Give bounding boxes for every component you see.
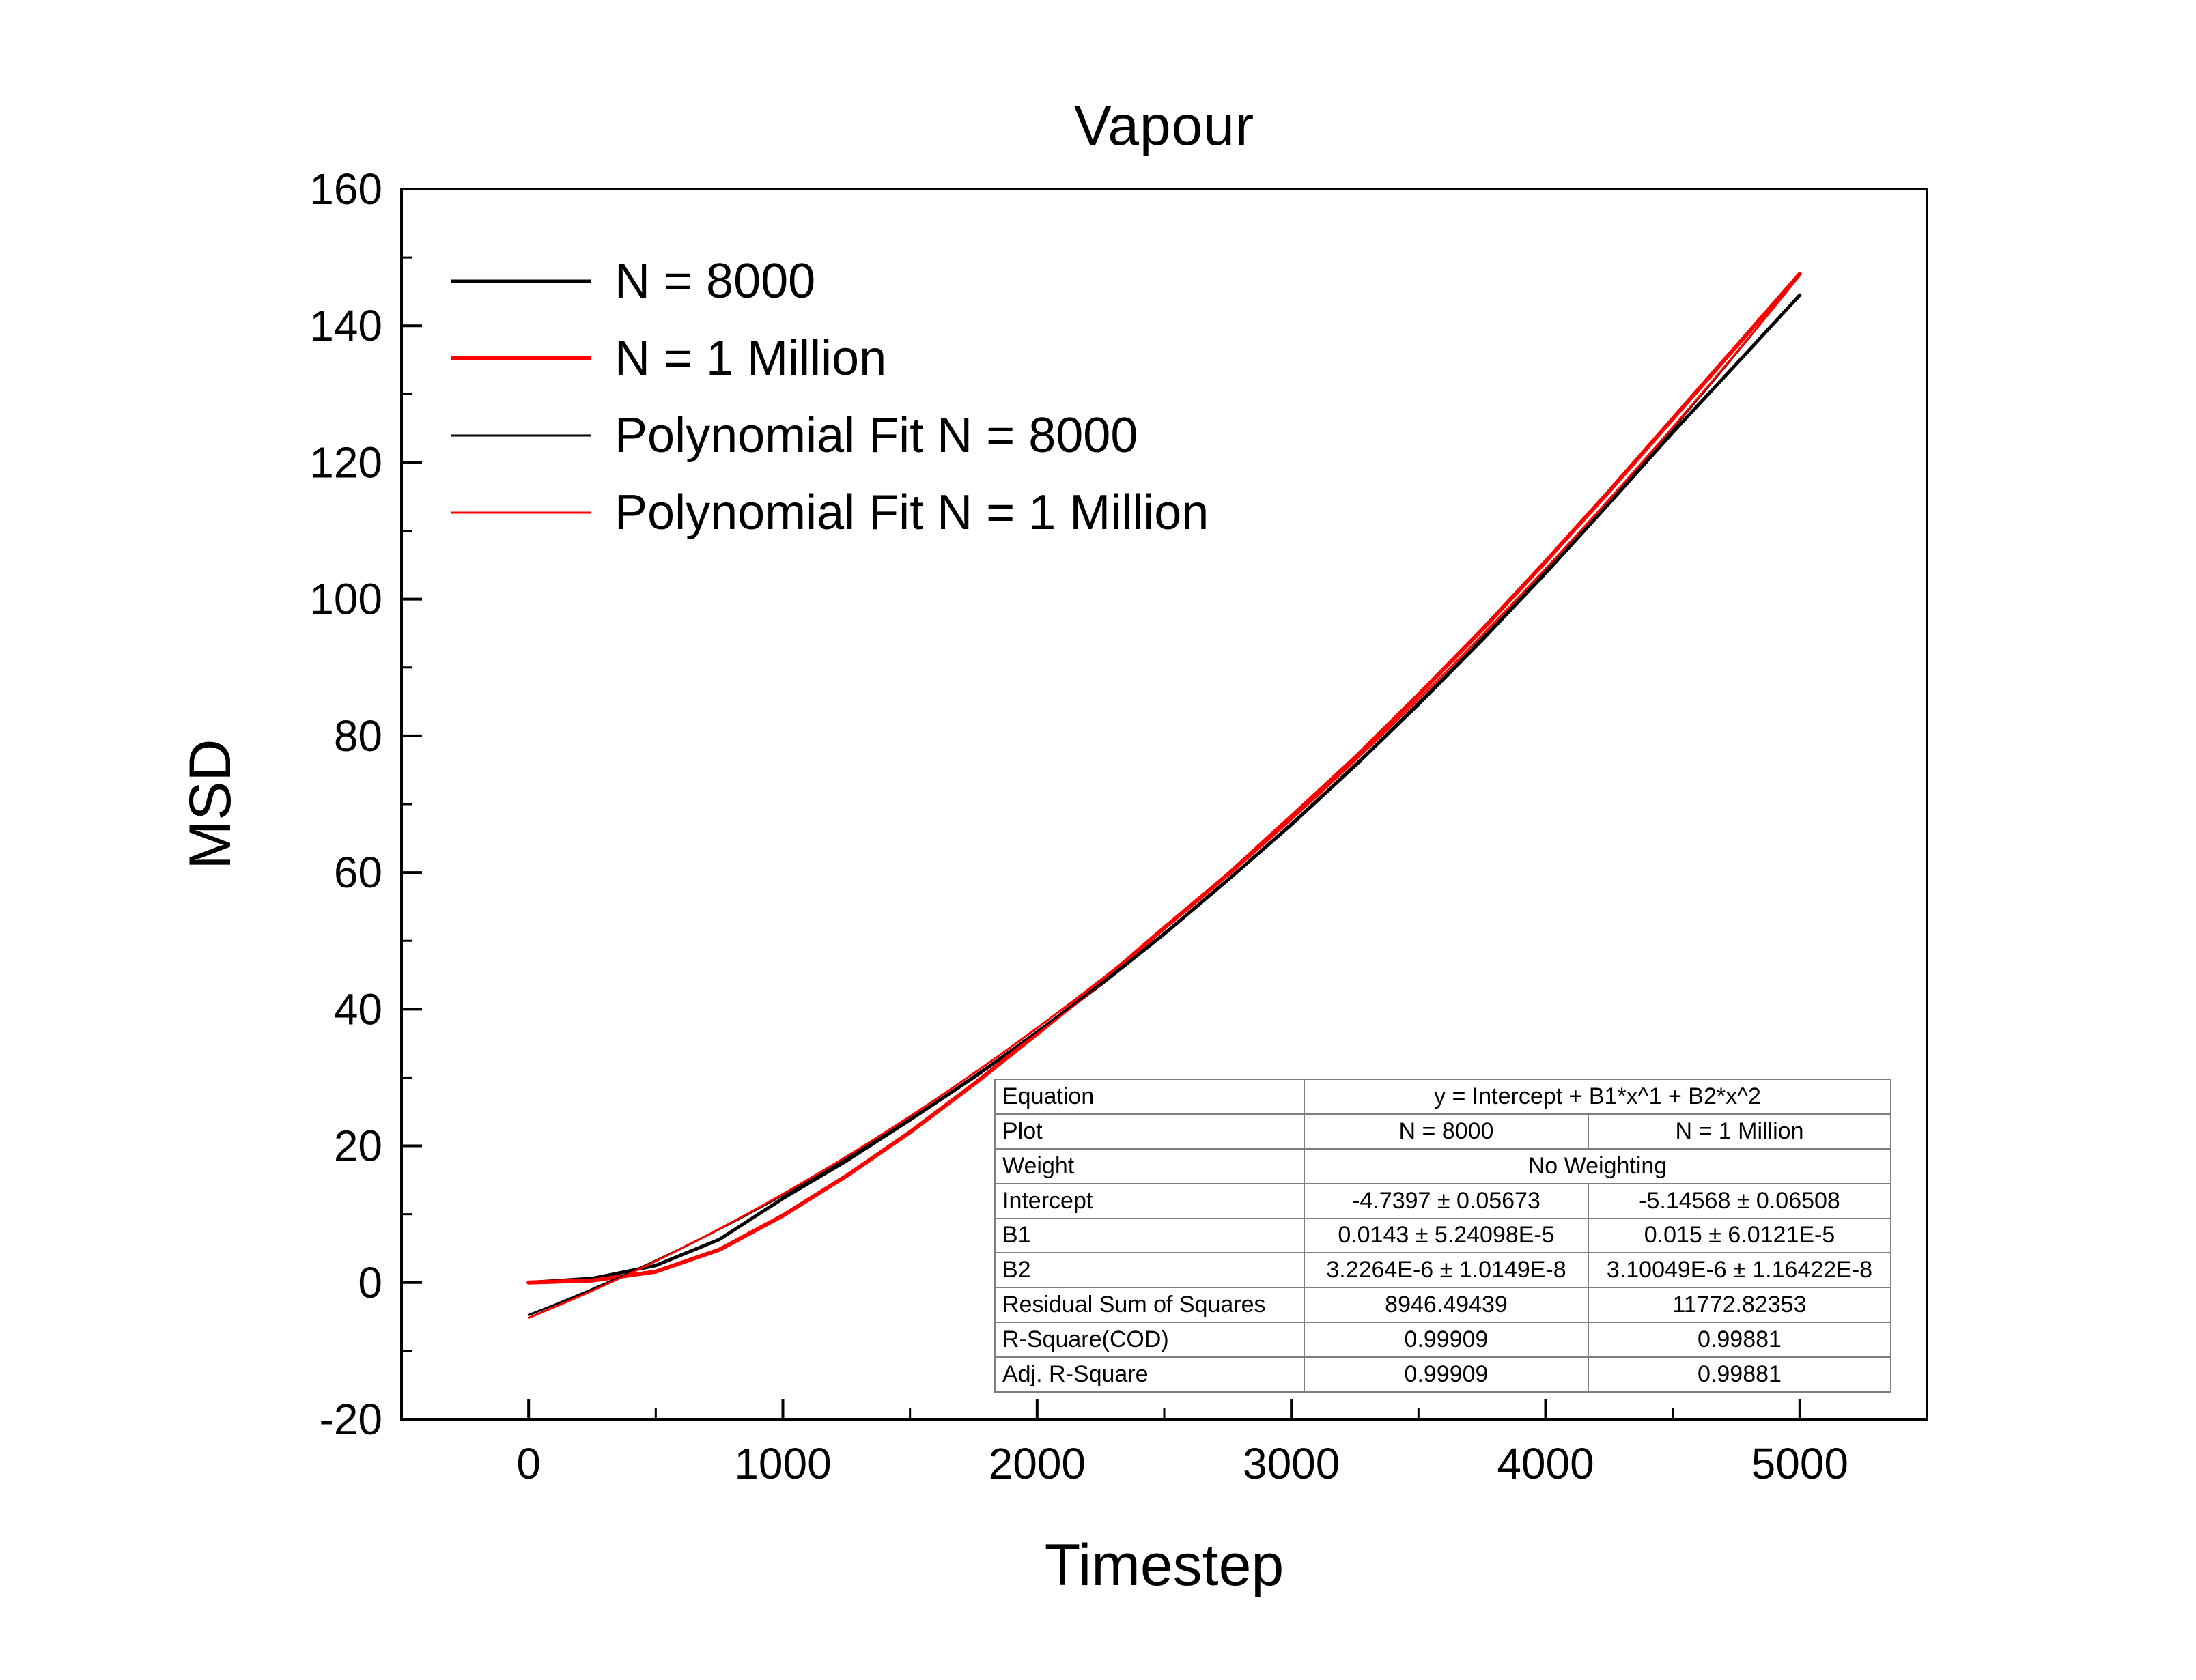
fit-table-row-equation: Equation y = Intercept + B1*x^1 + B2*x^2 xyxy=(994,1079,1891,1115)
chart-title: Vapour xyxy=(1073,95,1255,157)
series-line-polynomial-fit-n-1-million xyxy=(527,274,1801,1319)
fit-table-label: Equation xyxy=(994,1079,1305,1115)
y-tick-label: 160 xyxy=(309,165,382,214)
x-tick-label: 0 xyxy=(516,1439,541,1488)
y-tick-label: 60 xyxy=(334,848,382,897)
fit-table-value: 0.015 ± 6.0121E-5 xyxy=(1588,1217,1891,1254)
fit-table-value: N = 8000 xyxy=(1304,1113,1589,1150)
fit-table-row-b1: B1 0.0143 ± 5.24098E-5 0.015 ± 6.0121E-5 xyxy=(994,1217,1891,1254)
fit-table-value: 0.99909 xyxy=(1304,1322,1589,1358)
fit-table-label: Weight xyxy=(994,1148,1305,1184)
y-tick-label: 20 xyxy=(334,1122,382,1171)
x-tick-label: 4000 xyxy=(1497,1439,1594,1488)
x-tick-label: 2000 xyxy=(989,1439,1086,1488)
fit-table-value: 3.2264E-6 ± 1.0149E-8 xyxy=(1304,1252,1589,1289)
legend-label-n-8000: N = 8000 xyxy=(615,254,815,309)
fit-table-value: No Weighting xyxy=(1304,1148,1891,1184)
x-tick-label: 3000 xyxy=(1243,1439,1340,1488)
y-tick-label: 120 xyxy=(309,438,382,487)
fit-table-value: -4.7397 ± 0.05673 xyxy=(1304,1182,1589,1219)
fit-table-row-b2: B2 3.2264E-6 ± 1.0149E-8 3.10049E-6 ± 1.16… xyxy=(994,1252,1891,1289)
fit-table-value: 8946.49439 xyxy=(1304,1287,1589,1324)
fit-table-row-r-square-cod: R-Square(COD) 0.99909 0.99881 xyxy=(994,1322,1891,1358)
fit-table-label: Adj. R-Square xyxy=(994,1356,1305,1393)
fit-table-label: Intercept xyxy=(994,1182,1305,1219)
fit-table-row-residual-sum-of-squares: Residual Sum of Squares 8946.49439 11772.8… xyxy=(994,1287,1891,1324)
x-tick-label: 5000 xyxy=(1751,1439,1848,1488)
legend-label-polynomial-fit-n-8000: Polynomial Fit N = 8000 xyxy=(615,408,1138,463)
legend-label-n-1-million: N = 1 Million xyxy=(615,331,886,386)
fit-table-row-adj-r-square: Adj. R-Square 0.99909 0.99881 xyxy=(994,1356,1891,1393)
y-axis-label: MSD xyxy=(178,739,243,870)
fit-table-value: N = 1 Million xyxy=(1588,1113,1891,1150)
fit-table-value: 0.99909 xyxy=(1304,1356,1589,1393)
fit-table: Equation y = Intercept + B1*x^1 + B2*x^2 P… xyxy=(994,1079,1891,1393)
y-tick-label: -20 xyxy=(320,1395,383,1444)
fit-table-label: B1 xyxy=(994,1217,1305,1254)
fit-table-row-plot: Plot N = 8000 N = 1 Million xyxy=(994,1113,1891,1150)
y-tick-label: 100 xyxy=(309,575,382,624)
fit-table-value: 11772.82353 xyxy=(1588,1287,1891,1324)
fit-table-value: 0.99881 xyxy=(1588,1322,1891,1358)
fit-table-value: y = Intercept + B1*x^1 + B2*x^2 xyxy=(1304,1079,1891,1115)
legend-label-polynomial-fit-n-1-million: Polynomial Fit N = 1 Million xyxy=(615,485,1209,540)
fit-table-label: B2 xyxy=(994,1252,1305,1289)
fit-table-value: 3.10049E-6 ± 1.16422E-8 xyxy=(1588,1252,1891,1289)
fit-table-label: Plot xyxy=(994,1113,1305,1150)
fit-table-label: R-Square(COD) xyxy=(994,1322,1305,1358)
fit-table-value: 0.99881 xyxy=(1588,1356,1891,1393)
fit-results-table: Equation y = Intercept + B1*x^1 + B2*x^2 P… xyxy=(994,1079,1891,1393)
y-tick-label: 80 xyxy=(334,711,382,760)
fit-table-row-intercept: Intercept -4.7397 ± 0.05673 -5.14568 ± 0.0… xyxy=(994,1182,1891,1219)
fit-table-row-weight: Weight No Weighting xyxy=(994,1148,1891,1184)
y-tick-label: 40 xyxy=(334,984,382,1034)
fit-table-value: 0.0143 ± 5.24098E-5 xyxy=(1304,1217,1589,1254)
fit-table-value: -5.14568 ± 0.06508 xyxy=(1588,1182,1891,1219)
y-tick-label: 140 xyxy=(309,301,382,350)
y-tick-label: 0 xyxy=(358,1258,382,1307)
x-axis-label: Timestep xyxy=(1044,1533,1284,1598)
x-tick-label: 1000 xyxy=(734,1439,831,1488)
fit-table-label: Residual Sum of Squares xyxy=(994,1287,1305,1324)
